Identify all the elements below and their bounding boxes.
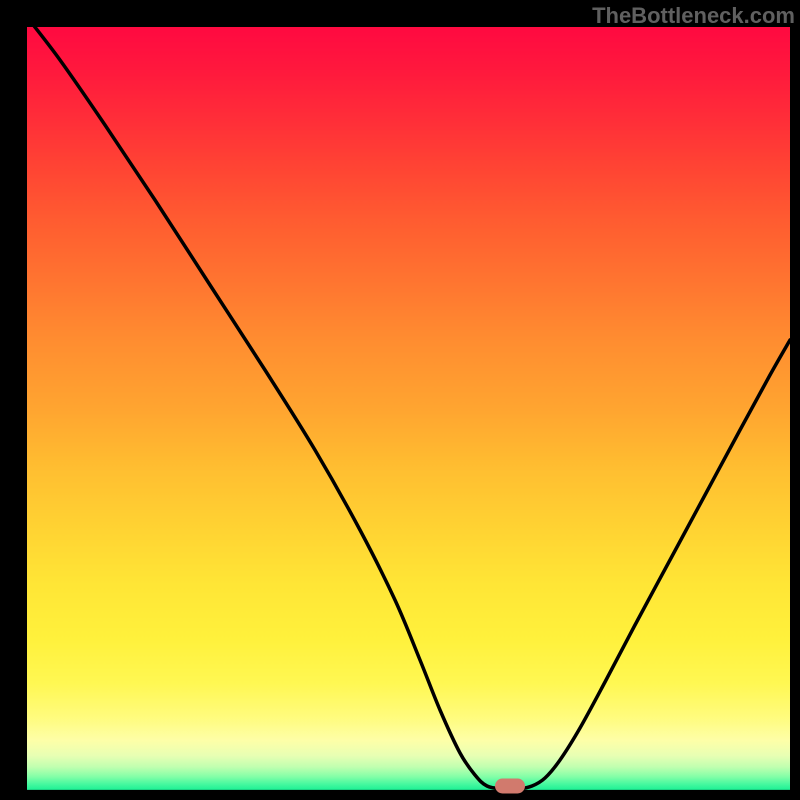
chart-container: TheBottleneck.com bbox=[0, 0, 800, 800]
border-bottom bbox=[0, 790, 800, 800]
watermark-text: TheBottleneck.com bbox=[592, 3, 795, 29]
border-right bbox=[790, 0, 800, 800]
border-left bbox=[0, 0, 27, 800]
gradient-background bbox=[0, 0, 800, 800]
